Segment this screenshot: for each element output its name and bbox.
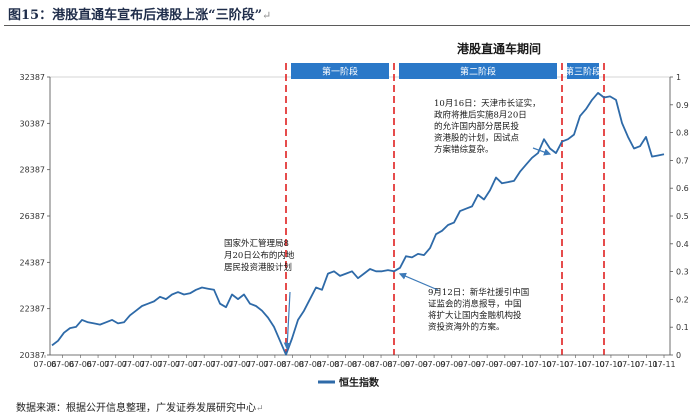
series-layer [51, 92, 665, 356]
figure-title-text: 图15：港股直通车宣布后港股上涨“三阶段” [8, 8, 263, 23]
right-tick-label: 0.8 [676, 129, 689, 138]
phase-header-box [291, 63, 389, 79]
title-divider [4, 25, 690, 26]
annotation-line: 资港股的计划，因试点 [434, 133, 520, 144]
phase-header-label: 第一阶段 [322, 66, 358, 78]
right-tick-label: 0.6 [676, 184, 689, 193]
x-tick-label: 07-08 [316, 360, 339, 369]
series-line-hang-seng [51, 92, 665, 356]
phase-header-label: 第二阶段 [460, 66, 496, 78]
annotation-arrow [283, 291, 291, 350]
x-tick-label: 07-10 [529, 360, 552, 369]
right-tick-label: 0.9 [676, 101, 689, 110]
x-tick-label: 07-07 [122, 360, 145, 369]
x-tick-label: 07-10 [582, 360, 605, 369]
x-tick-label: 07-07 [139, 360, 162, 369]
x-tick-label: 07-09 [476, 360, 499, 369]
x-tick-label: 07-08 [281, 360, 304, 369]
annotation-arrow [398, 272, 439, 291]
annotation-line: 国家外汇管理局8 [224, 238, 289, 249]
annotation-note-b: 10月16日：天津市长证实，政府将推后实施8月20日的允许国内部分居民投资港股的… [434, 98, 552, 156]
x-tick-label: 07-09 [493, 360, 516, 369]
annotation-line: 资投资海外的方案。 [428, 322, 505, 333]
left-tick-label: 32387 [20, 73, 45, 82]
x-tick-label: 07-09 [387, 360, 410, 369]
annotation-line: 将扩大让国内金融机构投 [428, 310, 522, 321]
annotation-note-c: 9月12日：新华社援引中国证监会的消息报导，中国将扩大让国内金融机构投资投资海外… [398, 272, 529, 333]
left-tick-label: 30387 [20, 119, 45, 128]
left-tick-label: 22387 [20, 305, 45, 314]
right-tick-label: 0.5 [676, 212, 689, 221]
annotation-line: 的允许国内部分居民投 [434, 121, 520, 132]
annotation-line: 居民投资港股计划 [224, 262, 292, 273]
x-tick-label: 07-08 [299, 360, 322, 369]
right-tick-label: 0.2 [676, 295, 689, 304]
x-tick-label: 07-08 [352, 360, 375, 369]
annotation-line: 政府将推后实施8月20日 [434, 110, 527, 121]
x-tick-label: 07-07 [193, 360, 216, 369]
x-tick-label: 07-07 [210, 360, 233, 369]
phase-layer: 第一阶段 第二阶段 第三阶段 [285, 63, 605, 355]
right-tick-label: 0.4 [676, 240, 689, 249]
x-tick-label: 07-10 [599, 360, 622, 369]
x-tick-label: 07-10 [511, 360, 534, 369]
legend-label: 恒生指数 [339, 376, 380, 389]
x-tick-label: 07-08 [263, 360, 286, 369]
left-tick-label: 24387 [20, 258, 45, 267]
right-tick-label: 0 [676, 351, 681, 360]
annotation-line: 证监会的消息报导，中国 [428, 299, 522, 310]
x-tick-label: 07-09 [458, 360, 481, 369]
left-axis: 20387 22387 24387 26387 28387 30387 32387 [20, 73, 51, 360]
annotation-line: 月20日公布的内地 [224, 250, 295, 261]
annotation-line: 9月12日：新华社援引中国 [428, 287, 529, 298]
x-tick-label: 07-06 [33, 360, 56, 369]
x-tick-label: 07-09 [422, 360, 445, 369]
left-tick-label: 20387 [20, 351, 45, 360]
x-tick-label: 07-07 [104, 360, 127, 369]
x-tick-label: 07-10 [564, 360, 587, 369]
figure-title: 图15：港股直通车宣布后港股上涨“三阶段”↵ [8, 4, 271, 23]
x-tick-label: 07-07 [246, 360, 269, 369]
x-tick-label: 07-06 [69, 360, 92, 369]
source-note: 数据来源：根据公开信息整理，广发证券发展研究中心↵ [16, 399, 264, 414]
annotation-line: 方案错综复杂。 [434, 144, 494, 155]
x-tick-label: 07-07 [228, 360, 251, 369]
x-tick-label: 07-10 [617, 360, 640, 369]
x-tick-label: 07-07 [86, 360, 109, 369]
left-tick-label: 28387 [20, 166, 45, 175]
x-tick-label: 07-09 [440, 360, 463, 369]
paragraph-mark-icon: ↵ [256, 404, 264, 414]
right-tick-label: 0.3 [676, 268, 689, 277]
x-axis: 07-0607-0607-0607-0707-0707-0707-0707-07… [33, 354, 676, 369]
source-text: 数据来源：根据公开信息整理，广发证券发展研究中心 [16, 403, 256, 414]
x-tick-label: 07-10 [546, 360, 569, 369]
x-tick-label: 07-06 [51, 360, 74, 369]
x-tick-label: 07-07 [157, 360, 180, 369]
phase-header-label: 第三阶段 [565, 66, 601, 78]
x-tick-label: 07-09 [405, 360, 428, 369]
right-tick-label: 1 [676, 73, 681, 82]
right-tick-label: 0.1 [676, 323, 689, 332]
legend[interactable]: 恒生指数 [318, 376, 380, 389]
chart-title: 港股直通车期间 [457, 41, 541, 56]
annotation-line: 10月16日：天津市长证实， [434, 98, 541, 109]
phase-header-box [399, 63, 557, 79]
x-tick-label: 07-08 [369, 360, 392, 369]
phase-header-box [567, 63, 599, 79]
x-tick-label: 07-08 [334, 360, 357, 369]
left-tick-label: 26387 [20, 212, 45, 221]
annotation-arrow [532, 147, 552, 156]
x-tick-label: 07-11 [652, 360, 675, 369]
paragraph-mark-icon: ↵ [262, 9, 272, 22]
right-tick-label: 0.7 [676, 156, 689, 165]
right-axis: 0 0.1 0.2 0.3 0.4 0.5 0.6 0.7 0.8 0.9 1 [669, 73, 689, 360]
plot-area [49, 76, 671, 356]
x-tick-label: 07-07 [175, 360, 198, 369]
x-tick-label: 07-11 [635, 360, 658, 369]
